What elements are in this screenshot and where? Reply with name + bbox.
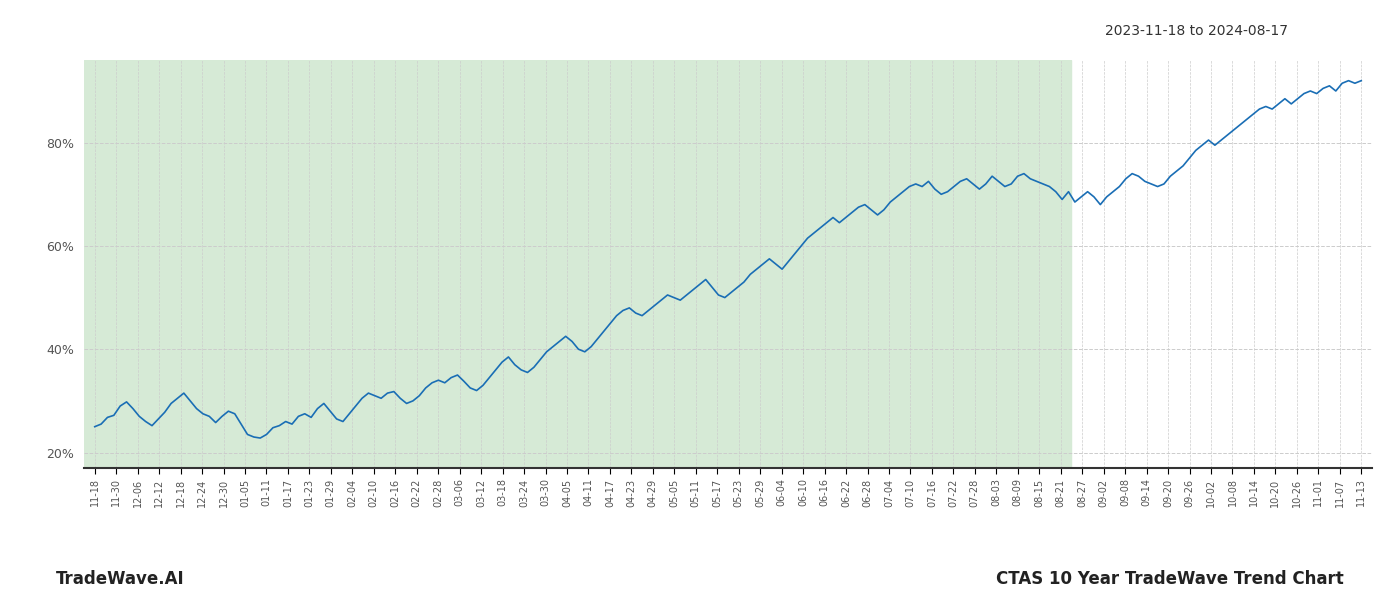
Text: CTAS 10 Year TradeWave Trend Chart: CTAS 10 Year TradeWave Trend Chart bbox=[997, 570, 1344, 588]
Bar bbox=[84, 60, 1071, 468]
Text: 2023-11-18 to 2024-08-17: 2023-11-18 to 2024-08-17 bbox=[1105, 24, 1288, 38]
Text: TradeWave.AI: TradeWave.AI bbox=[56, 570, 185, 588]
